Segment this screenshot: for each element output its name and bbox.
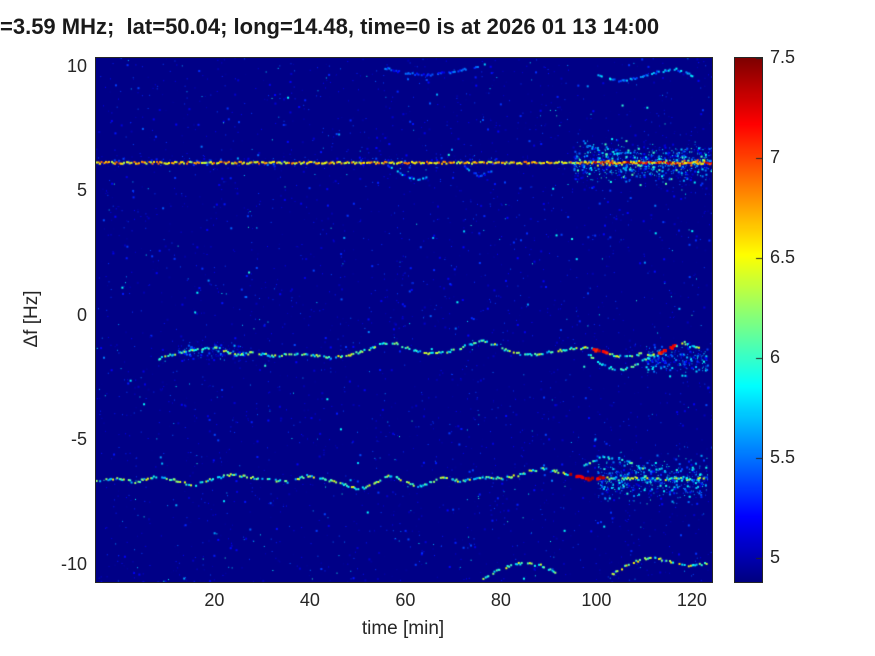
y-tick-label: -10 [60,553,87,574]
x-tick-label: 20 [204,590,225,610]
y-tick-labels: -10 -5 0 5 10 [31,55,87,581]
y-tick-label: 10 [66,55,87,76]
y-tick-label: 5 [76,180,87,201]
colorbar-tick-label: 7.5 [770,47,796,67]
colorbar-tick-label: 6.5 [770,247,796,267]
x-tick-labels: 20 40 60 80 100 120 [95,589,711,613]
colorbar-tick-label: 7 [770,147,781,167]
x-tick-label: 120 [676,590,707,610]
colorbar-tick-labels: 5 5.5 6 6.5 7 7.5 [770,47,818,581]
y-tick-label: 0 [76,304,87,325]
chart-title: =3.59 MHz; lat=50.04; long=14.48, time=0… [0,14,660,39]
plot-area: 20 40 60 80 100 120 -10 -5 0 5 10 time [min] Δf [… [21,56,713,639]
x-tick-label: 80 [490,590,511,610]
colorbar-tick-label: 5 [770,547,781,567]
y-axis-label: Δf [Hz] [21,290,42,348]
x-axis-label: time [min] [361,618,445,639]
x-tick-label: 40 [299,590,320,610]
x-tick-label: 100 [581,590,612,610]
x-tick-label: 60 [395,590,416,610]
colorbar-tick-label: 5.5 [770,447,796,467]
colorbar: 5 5.5 6 6.5 7 7.5 [734,47,795,583]
heatmap-canvas [95,57,713,583]
y-tick-label: -5 [70,429,87,450]
colorbar-canvas [734,57,763,583]
colorbar-tick-label: 6 [770,347,781,367]
